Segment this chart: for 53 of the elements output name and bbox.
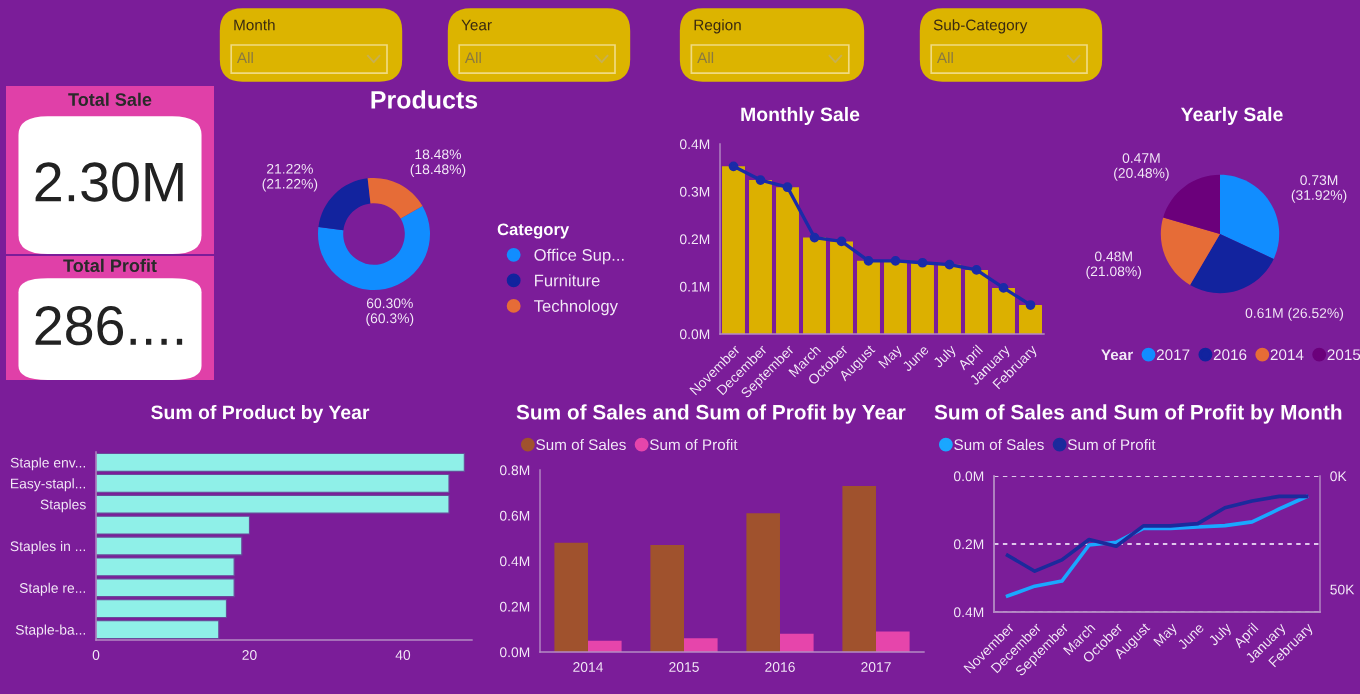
- donut-slice: [318, 206, 430, 290]
- point: [863, 255, 874, 266]
- legend-title: Category: [497, 223, 570, 239]
- bar: [803, 237, 826, 334]
- chart-title: Sum of Sales and Sum of Profit by Month: [934, 404, 1342, 424]
- text: 2.30M: [35, 162, 183, 202]
- legend-label: Office Sup...: [534, 248, 624, 265]
- bar: [722, 166, 745, 334]
- bar: [830, 241, 853, 334]
- bar: [857, 260, 880, 334]
- point: [971, 265, 982, 275]
- bar: [776, 187, 799, 334]
- text: Total Profit: [63, 258, 157, 273]
- donut-slice: [318, 178, 371, 231]
- pie-slice: [1220, 174, 1280, 259]
- line-series: [1005, 494, 1309, 598]
- point: [809, 232, 820, 243]
- point: [782, 182, 793, 193]
- bar: [1019, 305, 1042, 334]
- legend-label: Technology: [534, 299, 618, 316]
- bar: [842, 485, 876, 652]
- point: [1025, 300, 1036, 310]
- chart-title: Products: [371, 90, 478, 109]
- line-series: [1005, 494, 1309, 574]
- bar: [554, 542, 588, 652]
- bar: [650, 545, 684, 652]
- point: [728, 161, 739, 172]
- point: [944, 259, 955, 270]
- bar: [911, 262, 934, 334]
- chart-title: Sum of Sales and Sum of Profit by Year: [516, 404, 906, 424]
- pie-slice: [1190, 234, 1274, 294]
- bar: [684, 638, 718, 652]
- text: Total Sale: [68, 92, 152, 106]
- bar: [992, 287, 1015, 334]
- chart-title: Sum of Product by Year: [151, 404, 370, 424]
- point: [836, 236, 847, 247]
- chart-title: Monthly Sale: [741, 106, 860, 126]
- point: [755, 175, 766, 185]
- bar: [965, 269, 988, 334]
- text: 286....: [35, 305, 183, 346]
- point: [890, 255, 901, 266]
- bar: [749, 180, 772, 334]
- donut-slice: [367, 178, 423, 219]
- bar: [780, 633, 814, 652]
- bar: [938, 264, 961, 334]
- bar: [746, 513, 780, 652]
- pie-slice: [1160, 217, 1220, 286]
- chart-title: Yearly Sale: [1180, 106, 1283, 126]
- bar: [884, 260, 907, 334]
- legend-label: Furniture: [535, 274, 600, 287]
- bar: [876, 631, 910, 652]
- point: [998, 283, 1009, 293]
- point: [917, 257, 928, 268]
